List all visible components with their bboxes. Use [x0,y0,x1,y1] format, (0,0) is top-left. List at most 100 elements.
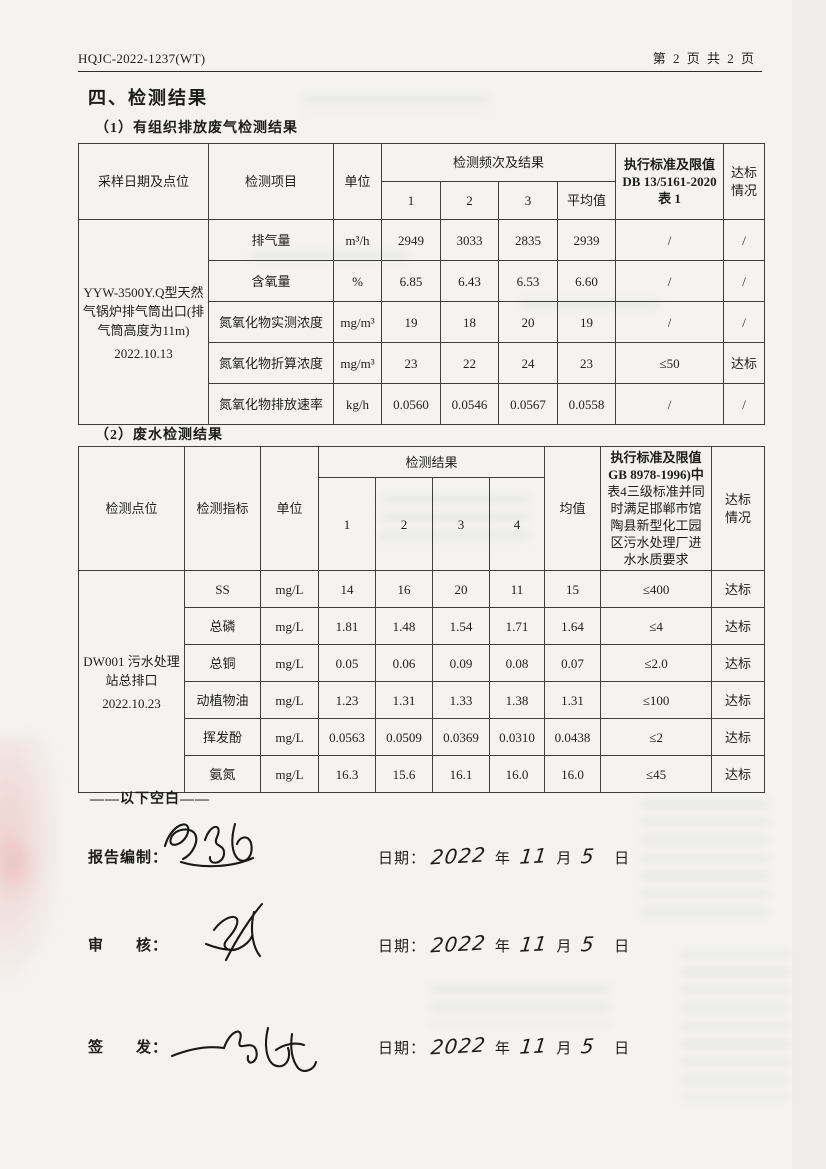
below-blank-note: ——以下空白—— [90,792,210,807]
section-title: 四、检测结果 [88,88,208,108]
cell-value: 2835 [498,219,558,261]
cell-unit: kg/h [333,383,382,425]
cell-unit: mg/m³ [333,301,382,343]
preparer-date: 日期： 2022 年 11 月 5 日 [378,843,634,870]
col-header-standard: 执行标准及限值 DB 13/5161-2020 表 1 [615,143,725,220]
cell-value: 0.0369 [432,718,490,756]
cell-average: 6.60 [556,260,617,302]
cell-value: 22 [440,342,499,384]
cell-status: 达标 [711,681,766,719]
bleedthrough-artifact [430,985,610,1025]
bleedthrough-artifact [680,950,790,1100]
col-header-2: 2 [375,477,433,571]
col-header-2: 2 [440,181,499,220]
cell-limit: / [615,260,725,302]
col-header-1: 1 [318,477,376,571]
cell-unit: mg/L [260,681,319,719]
site-name: YYW-3500Y.Q型天然气锅炉排气筒出口(排气筒高度为11m) [82,284,205,338]
day-suffix: 日 [614,1041,631,1057]
col-header-item: 检测项目 [208,143,334,220]
year-suffix: 年 [494,1041,511,1057]
pink-stamp-bleedthrough [0,840,40,900]
cell-average: 0.07 [544,644,602,682]
cell-item: 总铜 [184,644,261,682]
cell-value: 1.31 [375,681,433,719]
cell-value: 6.53 [498,260,558,302]
cell-status: 达标 [723,342,766,384]
cell-value: 15.6 [375,755,433,793]
day-suffix: 日 [614,939,631,955]
cell-item: 氮氧化物实测浓度 [208,301,334,343]
standard-line: 区污水处理厂进 [610,535,702,550]
cell-average: 2939 [556,219,617,261]
table-row: 挥发酚 mg/L 0.0563 0.0509 0.0369 0.0310 0.0… [79,718,766,756]
preparer-label: 报告编制： [88,850,169,866]
date-prefix: 日期： [378,939,427,955]
cell-value: 1.48 [375,607,433,645]
status-line: 达标 [731,164,758,180]
cell-unit: mg/L [260,718,319,756]
cell-value: 16 [375,570,433,608]
cell-average: 1.64 [544,607,602,645]
cell-status: / [723,301,766,343]
scan-edge-shadow [792,0,826,1169]
cell-item: 总磷 [184,607,261,645]
cell-value: 1.23 [318,681,376,719]
cell-value: 0.05 [318,644,376,682]
cell-unit: m³/h [333,219,382,261]
cell-item: 挥发酚 [184,718,261,756]
cell-value: 18 [440,301,499,343]
exhaust-gas-results-table: 采样日期及点位 检测项目 单位 检测频次及结果 执行标准及限值 DB 13/51… [78,143,766,425]
day-suffix: 日 [614,851,631,867]
cell-unit: mg/L [260,607,319,645]
cell-average: 15 [544,570,602,608]
col-header-unit: 单位 [333,143,382,220]
cell-average: 16.0 [544,755,602,793]
col-header-status: 达标 情况 [711,446,766,571]
table-row: DW001 污水处理站总排口 2022.10.23 SS mg/L 14 16 … [78,570,766,793]
col-header-unit: 单位 [260,446,319,571]
table-row: 氮氧化物排放速率 kg/h 0.0560 0.0546 0.0567 0.055… [79,383,766,425]
issuer-signature [170,1026,318,1072]
cell-unit: mg/L [260,570,319,608]
standard-line: 执行标准及限值 [610,450,702,465]
cell-status: 达标 [711,644,766,682]
standard-line: 表4三级标准并同 [607,484,705,499]
cell-limit: ≤4 [600,607,713,645]
cell-status: / [723,260,766,302]
page-indicator: 第 2 页 共 2 页 [652,51,756,66]
cell-item: SS [184,570,261,608]
page-header: HQJC-2022-1237(WT) 第 2 页 共 2 页 [78,48,762,72]
cell-unit: % [333,260,382,302]
cell-value: 16.3 [318,755,376,793]
cell-value: 0.0509 [375,718,433,756]
col-header-avg: 平均值 [556,181,617,220]
cell-value: 0.0546 [440,383,499,425]
cell-unit: mg/m³ [333,342,382,384]
cell-value: 0.0567 [498,383,558,425]
standard-line: GB 8978-1996)中 [608,467,704,482]
handwritten-day: 5 [580,931,597,957]
cell-value: 6.85 [381,260,441,302]
issuer-date: 日期： 2022 年 11 月 5 日 [378,1033,634,1060]
preparer-signature [163,822,255,868]
table-row: YYW-3500Y.Q型天然气锅炉排气筒出口(排气筒高度为11m) 2022.1… [78,219,766,425]
standard-line: 表 1 [658,191,681,206]
cell-item: 氮氧化物排放速率 [208,383,334,425]
date-prefix: 日期： [378,1041,427,1057]
table-row: 含氧量 % 6.85 6.43 6.53 6.60 / / [79,260,766,302]
cell-limit: ≤45 [600,755,713,793]
reviewer-signature [204,902,264,962]
col-header-4: 4 [488,477,546,571]
cell-item: 排气量 [208,219,334,261]
cell-unit: mg/L [260,644,319,682]
bleedthrough-artifact [300,95,490,115]
cell-value: 1.81 [318,607,376,645]
doc-number: HQJC-2022-1237(WT) [78,51,206,66]
handwritten-day: 5 [580,1033,597,1059]
cell-value: 1.33 [432,681,490,719]
cell-value: 16.0 [488,755,546,793]
cell-value: 0.09 [432,644,490,682]
cell-status: 达标 [711,570,766,608]
